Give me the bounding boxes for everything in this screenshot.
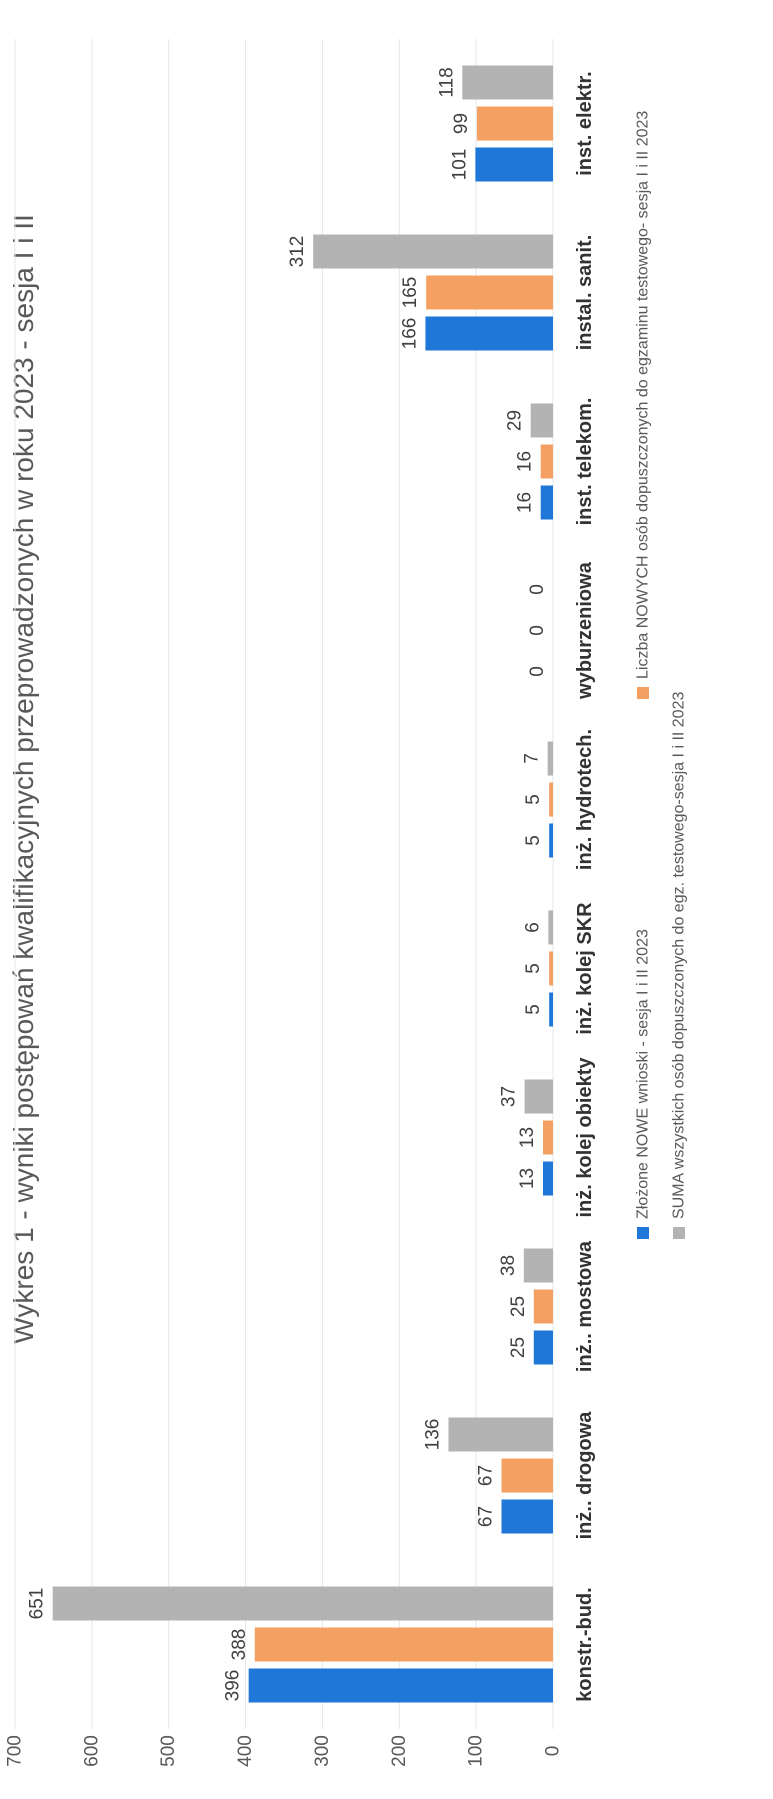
data-label: 0 (527, 666, 548, 677)
legend-label: Liczba NOWYCH osób dopuszczonych do egza… (635, 111, 652, 679)
data-label: 13 (517, 1168, 538, 1189)
bar-in-kolej-obiekty-2 (543, 1120, 553, 1155)
category-label: inż. hydrotech. (574, 729, 596, 870)
bar-inst-telekom-2 (540, 444, 554, 479)
legend-swatch (637, 687, 649, 699)
category-label: wyburzeniowa (574, 561, 596, 700)
bar-in-drogowa-3 (448, 1417, 553, 1452)
data-label: 16 (515, 451, 536, 472)
bar-konstr-bud-1 (248, 1668, 553, 1703)
bar-in-kolej-skr-3 (548, 910, 553, 945)
data-label: 16 (515, 492, 536, 513)
category-label: konstr.-bud. (574, 1587, 596, 1701)
category-label: inż.. drogowa (574, 1411, 596, 1540)
data-label: 5 (523, 963, 544, 974)
bar-in-drogowa-1 (501, 1499, 553, 1534)
category-label: inst. telekom. (574, 398, 596, 526)
bar-in-kolej-obiekty-3 (524, 1079, 554, 1114)
data-label: 0 (527, 625, 548, 636)
y-tick-label: 500 (158, 1735, 179, 1767)
data-label: 0 (527, 584, 548, 595)
data-label: 118 (436, 67, 457, 97)
category-label: inż. kolej obiekty (574, 1057, 596, 1218)
data-label: 388 (229, 1629, 250, 1661)
category-label: inż. kolej SKR (574, 902, 596, 1035)
data-label: 166 (399, 318, 420, 350)
bar-instal-sanit-2 (426, 275, 553, 310)
bar-in-mostowa-3 (523, 1248, 554, 1283)
data-label: 396 (223, 1670, 244, 1702)
data-label: 5 (523, 794, 544, 805)
y-tick-label: 700 (5, 1735, 26, 1767)
bar-in-kolej-skr-2 (549, 951, 554, 986)
bar-inst-elektr-1 (475, 147, 554, 182)
bar-in-kolej-skr-1 (549, 992, 554, 1027)
bar-in-hydrotech-1 (549, 823, 554, 858)
category-label: inż.. mostowa (574, 1240, 596, 1372)
y-tick-label: 300 (312, 1735, 333, 1767)
data-label: 136 (422, 1419, 443, 1451)
y-tick-label: 100 (466, 1735, 487, 1767)
data-label: 101 (449, 149, 470, 181)
bar-konstr-bud-2 (254, 1627, 553, 1662)
data-label: 38 (498, 1255, 519, 1276)
y-tick-label: 200 (389, 1735, 410, 1767)
chart-title: Wykres 1 - wyniki postępowań kwalifikacy… (8, 214, 39, 1344)
data-label: 651 (27, 1588, 48, 1620)
bar-in-hydrotech-3 (547, 741, 553, 776)
data-label: 7 (522, 753, 543, 764)
bar-inst-elektr-3 (462, 65, 553, 100)
legend-label: SUMA wszystkich osób dopuszczonych do eg… (671, 692, 688, 1219)
bar-in-kolej-obiekty-1 (543, 1161, 553, 1196)
data-label: 165 (400, 277, 421, 309)
data-label: 99 (451, 113, 472, 134)
data-label: 6 (522, 922, 543, 933)
category-label: inst. elektr. (574, 71, 596, 176)
bar-in-hydrotech-2 (549, 782, 554, 817)
data-label: 29 (505, 410, 526, 431)
bar-konstr-bud-3 (52, 1586, 553, 1621)
bar-instal-sanit-1 (425, 316, 553, 351)
data-label: 25 (508, 1337, 529, 1358)
bar-inst-telekom-3 (530, 403, 553, 438)
bar-in-mostowa-1 (533, 1330, 553, 1365)
data-label: 67 (476, 1465, 497, 1486)
data-label: 13 (517, 1127, 538, 1148)
data-label: 5 (523, 835, 544, 846)
data-label: 67 (476, 1506, 497, 1527)
y-tick-label: 600 (81, 1735, 102, 1767)
y-tick-label: 0 (543, 1746, 564, 1757)
bar-in-mostowa-2 (533, 1289, 553, 1324)
bar-in-drogowa-2 (501, 1458, 553, 1493)
bar-inst-elektr-2 (476, 106, 554, 141)
data-label: 5 (523, 1004, 544, 1015)
legend-swatch (673, 1227, 685, 1239)
data-label: 25 (508, 1296, 529, 1317)
legend-swatch (637, 1227, 649, 1239)
bar-instal-sanit-3 (313, 234, 553, 269)
legend-label: Złożone NOWE wnioski - sesja I i II 2023 (635, 929, 652, 1219)
data-label: 37 (499, 1086, 520, 1107)
data-label: 312 (287, 236, 308, 268)
y-tick-label: 400 (235, 1735, 256, 1767)
bar-inst-telekom-1 (540, 485, 554, 520)
category-label: instal. sanit. (574, 235, 596, 351)
